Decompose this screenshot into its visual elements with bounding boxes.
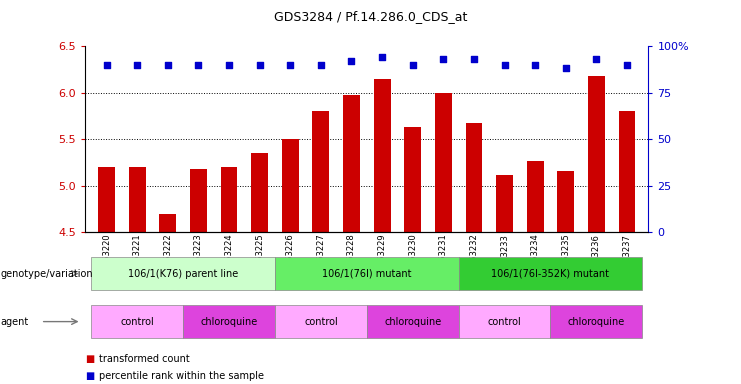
Text: GDS3284 / Pf.14.286.0_CDS_at: GDS3284 / Pf.14.286.0_CDS_at [274, 10, 467, 23]
Point [253, 61, 265, 68]
Bar [465, 123, 482, 232]
Text: ■: ■ [85, 371, 94, 381]
Bar [251, 153, 268, 232]
Bar [159, 214, 176, 232]
Point [345, 58, 357, 64]
Bar [282, 139, 299, 232]
Bar [221, 167, 237, 232]
Point [315, 61, 327, 68]
Bar [527, 161, 544, 232]
Point [407, 61, 419, 68]
Point [591, 56, 602, 62]
Bar [588, 76, 605, 232]
Bar [557, 171, 574, 232]
Point [559, 65, 571, 71]
Text: 106/1(K76) parent line: 106/1(K76) parent line [128, 268, 239, 279]
Text: agent: agent [1, 316, 29, 327]
Text: transformed count: transformed count [99, 354, 189, 364]
Point [101, 61, 113, 68]
Point [529, 61, 541, 68]
Point [162, 61, 174, 68]
Bar [619, 111, 635, 232]
Text: percentile rank within the sample: percentile rank within the sample [99, 371, 264, 381]
Text: chloroquine: chloroquine [568, 316, 625, 327]
Bar [435, 93, 452, 232]
Bar [190, 169, 207, 232]
Bar [129, 167, 146, 232]
Text: chloroquine: chloroquine [201, 316, 258, 327]
Bar [313, 111, 329, 232]
Text: control: control [120, 316, 154, 327]
Text: chloroquine: chloroquine [384, 316, 442, 327]
Point [223, 61, 235, 68]
Point [285, 61, 296, 68]
Text: genotype/variation: genotype/variation [1, 268, 93, 279]
Bar [405, 127, 421, 232]
Point [499, 61, 511, 68]
Bar [496, 175, 513, 232]
Bar [99, 167, 115, 232]
Text: 106/1(76I-352K) mutant: 106/1(76I-352K) mutant [491, 268, 609, 279]
Point [131, 61, 143, 68]
Text: control: control [304, 316, 338, 327]
Point [376, 54, 388, 60]
Text: control: control [488, 316, 522, 327]
Point [468, 56, 480, 62]
Point [437, 56, 449, 62]
Text: ■: ■ [85, 354, 94, 364]
Point [621, 61, 633, 68]
Point [193, 61, 205, 68]
Bar [343, 96, 360, 232]
Bar [373, 79, 391, 232]
Text: 106/1(76I) mutant: 106/1(76I) mutant [322, 268, 411, 279]
